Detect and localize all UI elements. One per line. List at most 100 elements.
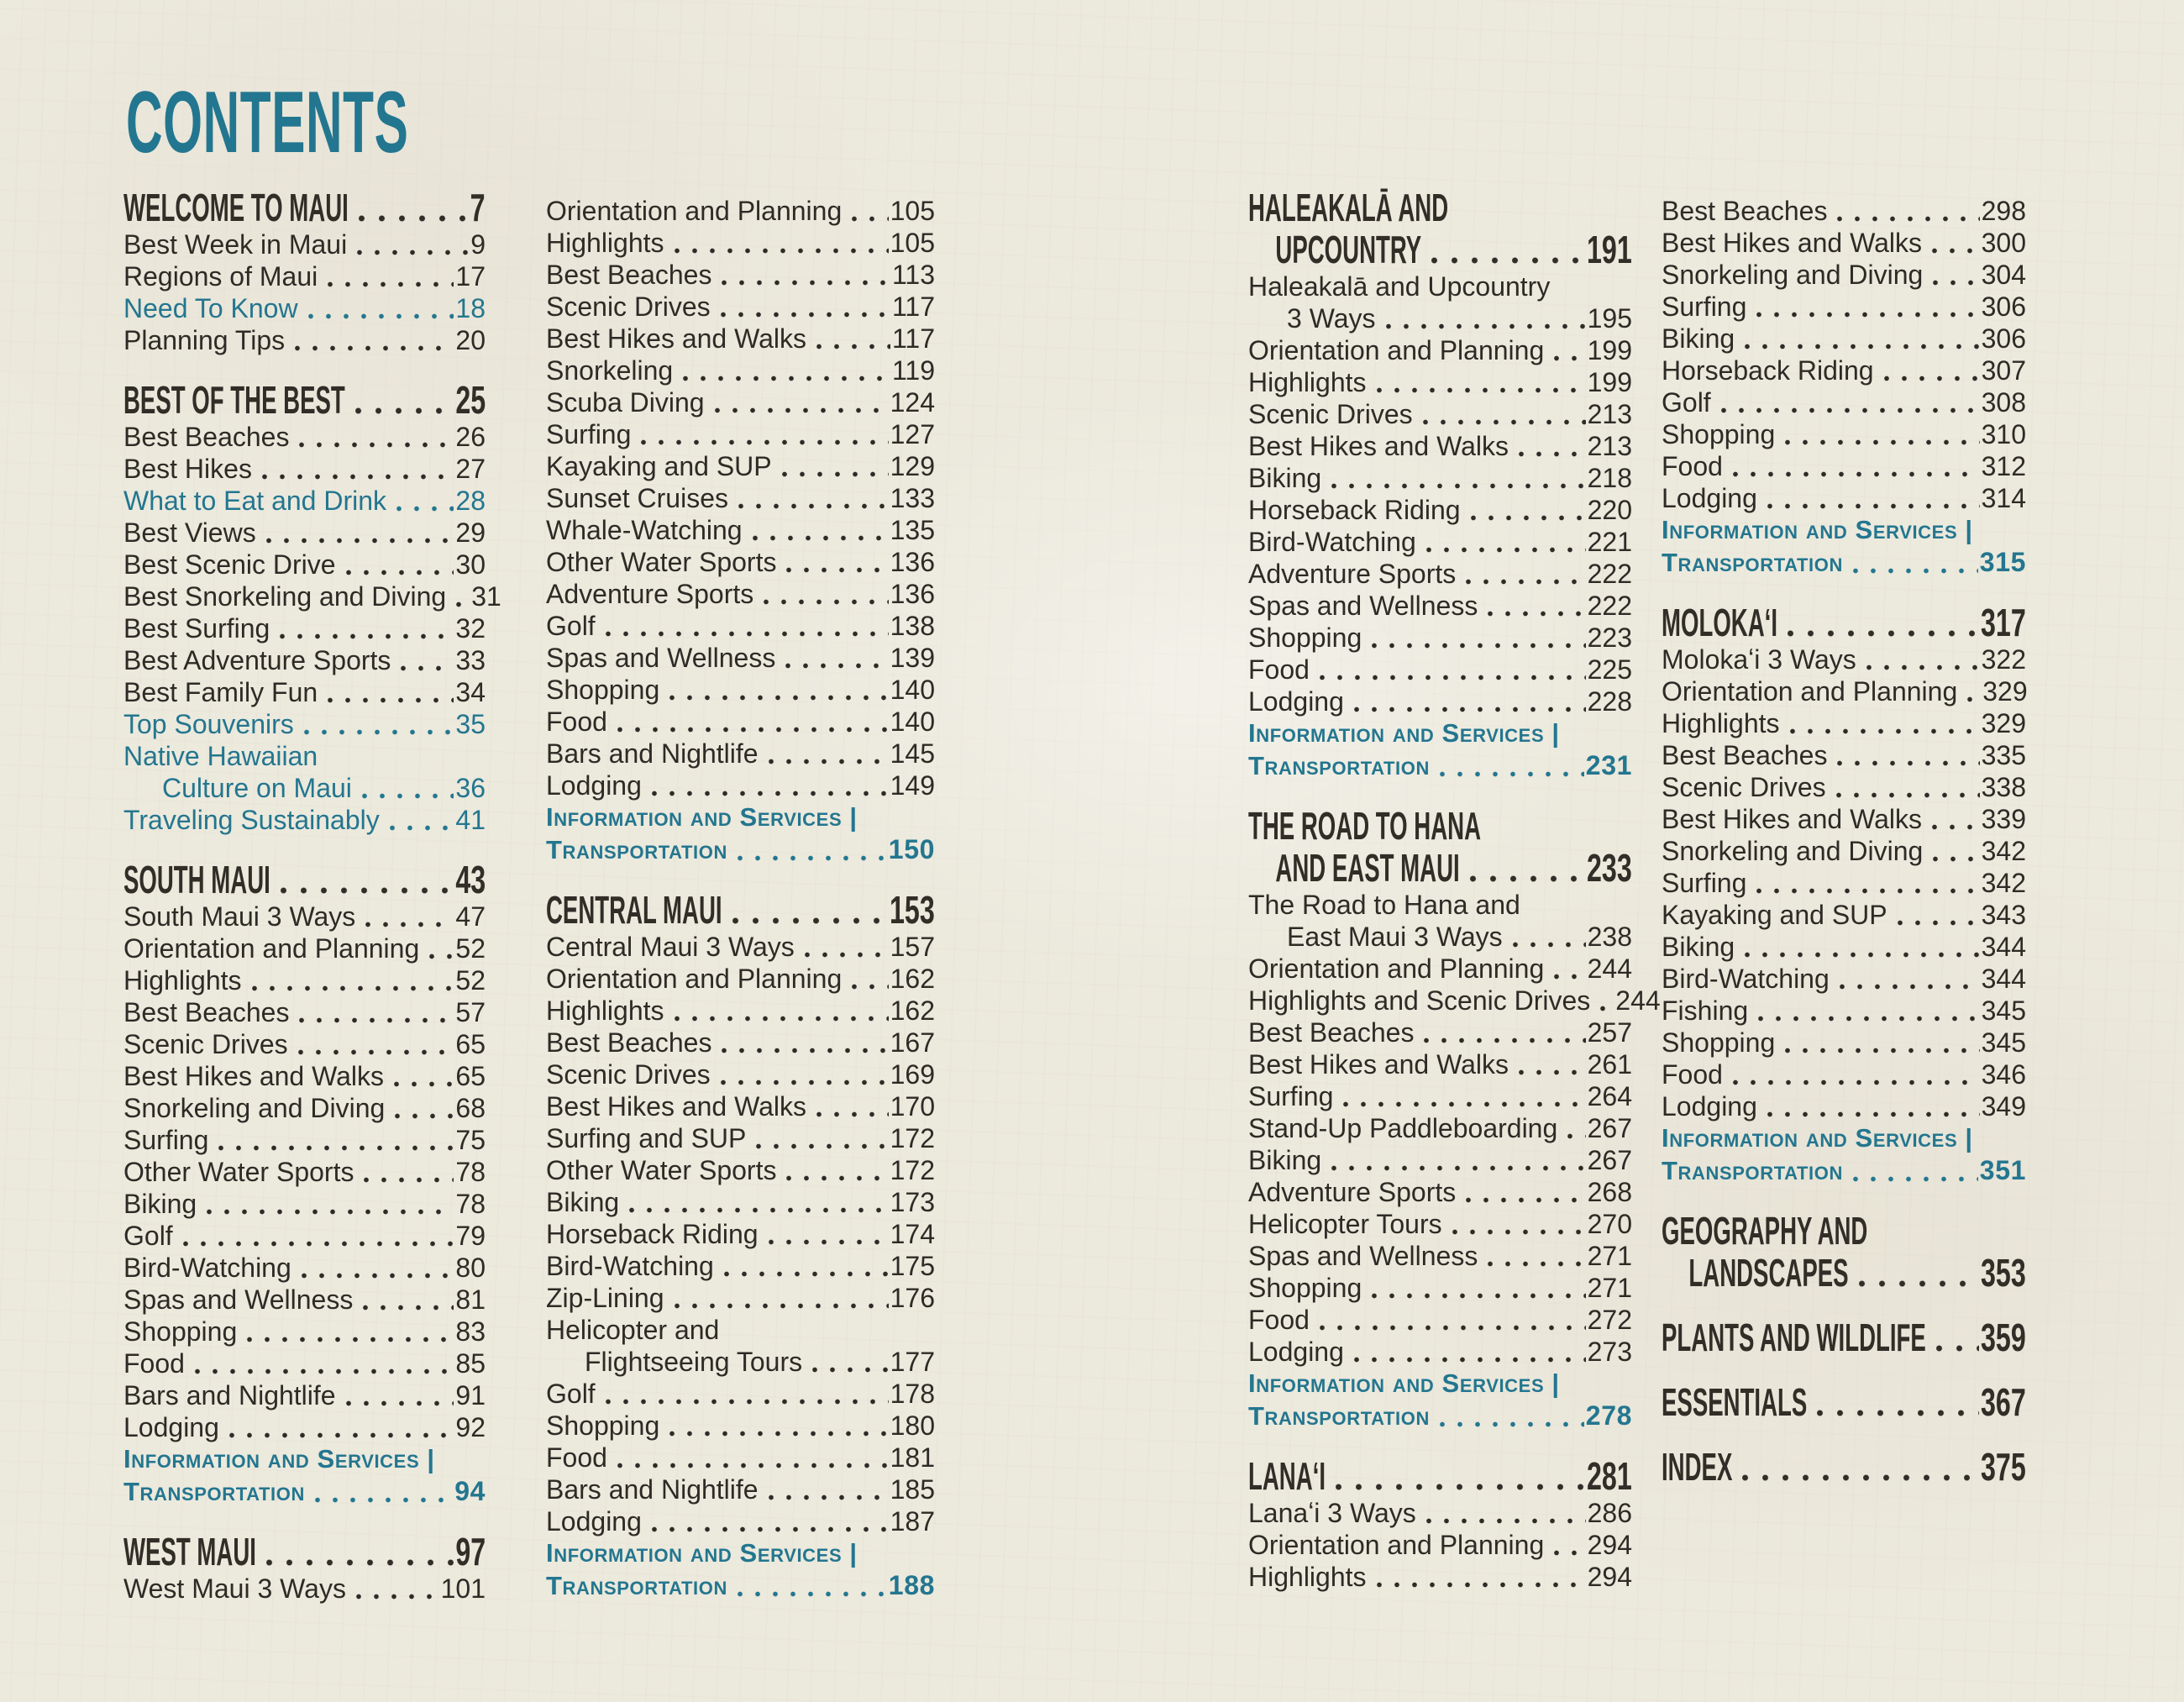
entry-page-number: 304 xyxy=(1981,260,2026,290)
entry-page-number: 139 xyxy=(890,643,935,673)
dot-leader xyxy=(328,697,454,703)
entry-label: Golf xyxy=(546,1379,596,1409)
entry-label: Scenic Drives xyxy=(546,292,711,322)
toc-entry: Orientation and Planning 105 xyxy=(546,195,935,227)
entry-label: Best Hikes and Walks xyxy=(1662,228,1923,258)
entry-label: Food xyxy=(546,1442,607,1473)
toc-entry: Lodging 314 xyxy=(1662,482,2026,514)
entry-label: Best Hikes and Walks xyxy=(546,1091,807,1122)
entry-page-number: 294 xyxy=(1587,1562,1632,1592)
dot-leader xyxy=(361,793,454,799)
toc-entry: Kayaking and SUP 129 xyxy=(546,450,935,482)
entry-label: Kayaking and SUP xyxy=(546,451,772,481)
toc-entry-line: The Road to Hana and xyxy=(1248,889,1632,921)
toc-entry-line: Native Hawaiian xyxy=(123,740,486,772)
entry-label: Orientation and Planning xyxy=(123,933,420,964)
toc-entry: Orientation and Planning 244 xyxy=(1248,953,1632,985)
entry-page-number: 298 xyxy=(1981,196,2026,226)
dot-leader xyxy=(768,1239,889,1245)
dot-leader xyxy=(1488,611,1586,617)
entry-label: Snorkeling and Diving xyxy=(1662,836,1924,866)
dot-leader xyxy=(651,1526,889,1532)
dot-leader xyxy=(1376,387,1586,393)
entry-label: Orientation and Planning xyxy=(546,964,843,994)
entry-page-number: 75 xyxy=(455,1125,486,1155)
toc-entry: Snorkeling 119 xyxy=(546,355,935,386)
entry-label: Snorkeling xyxy=(546,355,674,386)
toc-entry: Molokaʻi 3 Ways 322 xyxy=(1662,644,2026,675)
dot-leader xyxy=(1837,760,1980,766)
entry-label: Other Water Sports xyxy=(123,1157,354,1187)
entry-label: Traveling Sustainably xyxy=(123,805,380,835)
dot-leader xyxy=(738,503,889,509)
entry-label: Shopping xyxy=(1248,1273,1362,1303)
entry-page-number: 18 xyxy=(455,293,486,323)
entry-page-number: 136 xyxy=(890,547,935,577)
entry-page-number: 85 xyxy=(455,1348,486,1379)
entry-label: Orientation and Planning xyxy=(1248,953,1545,984)
toc-entry: Best Beaches 167 xyxy=(546,1027,935,1058)
entry-label: Biking xyxy=(1662,323,1735,354)
toc-entry: Shopping 83 xyxy=(123,1316,486,1347)
entry-label: Spas and Wellness xyxy=(1248,591,1478,621)
dot-leader xyxy=(354,407,454,414)
entry-label: Native Hawaiian xyxy=(123,741,318,771)
entry-page-number: 157 xyxy=(890,932,935,962)
entry-label: Horseback Riding xyxy=(546,1219,759,1249)
section-title: LANDSCAPES xyxy=(1688,1251,1849,1295)
section-page-number: 97 xyxy=(455,1530,486,1573)
section-geography-and: GEOGRAPHY AND LANDSCAPES 353 xyxy=(1662,1210,2026,1294)
toc-entry: Shopping 140 xyxy=(546,674,935,706)
entry-label: Transportation xyxy=(1662,1156,1843,1185)
entry-label: Information and Services | xyxy=(1248,718,1560,748)
dot-leader xyxy=(617,727,889,733)
toc-entry: Food 312 xyxy=(1662,450,2026,482)
toc-section-heading: CENTRAL MAUI 153 xyxy=(546,889,935,931)
entry-label: Haleakalā and Upcountry xyxy=(1248,271,1551,302)
toc-entry: Biking 173 xyxy=(546,1186,935,1218)
entry-label: Central Maui 3 Ways xyxy=(546,932,795,962)
entry-page-number: 105 xyxy=(890,228,935,258)
dot-leader xyxy=(280,887,454,894)
entry-label: Surfing and SUP xyxy=(546,1123,747,1153)
section-page-number: 43 xyxy=(455,858,486,901)
toc-entry: Golf 178 xyxy=(546,1378,935,1410)
entry-page-number: 312 xyxy=(1981,451,2026,481)
dot-leader xyxy=(1932,824,1980,830)
toc-section-heading: HALEAKALĀ AND xyxy=(1248,186,1632,229)
entry-page-number: 213 xyxy=(1587,399,1632,429)
dot-leader xyxy=(1439,1421,1584,1427)
toc-entry: East Maui 3 Ways 238 xyxy=(1248,921,1632,953)
entry-label: Need To Know xyxy=(123,293,298,323)
dot-leader xyxy=(1519,1069,1586,1075)
entry-label: Transportation xyxy=(123,1477,305,1506)
toc-entry: Bird-Watching 344 xyxy=(1662,963,2026,995)
toc-entry: Orientation and Planning 329 xyxy=(1662,675,2028,707)
entry-label: Best Adventure Sports xyxy=(123,645,391,675)
entry-page-number: 278 xyxy=(1585,1400,1632,1431)
entry-page-number: 149 xyxy=(890,770,935,801)
entry-label: Transportation xyxy=(1248,751,1430,780)
entry-page-number: 36 xyxy=(455,773,486,803)
dot-leader xyxy=(265,538,454,544)
dot-leader xyxy=(1452,1229,1586,1235)
entry-page-number: 52 xyxy=(455,965,486,995)
entry-page-number: 221 xyxy=(1587,527,1632,557)
entry-page-number: 83 xyxy=(455,1316,486,1347)
section-best-of-the-best: BEST OF THE BEST 25 Best Beaches 26 Best Hik… xyxy=(123,379,501,836)
dot-leader xyxy=(629,1207,889,1213)
toc-entry: Highlights 294 xyxy=(1248,1561,1632,1593)
dot-leader xyxy=(1789,728,1980,734)
entry-label: West Maui 3 Ways xyxy=(123,1573,346,1604)
entry-label: Bird-Watching xyxy=(1248,527,1416,557)
entry-page-number: 27 xyxy=(455,454,486,484)
toc-entry: Regions of Maui 17 xyxy=(123,260,486,292)
section-south-maui: SOUTH MAUI 43 South Maui 3 Ways 47 Orientati… xyxy=(123,859,486,1508)
entry-page-number: 92 xyxy=(455,1412,486,1442)
dot-leader xyxy=(674,248,889,254)
toc-entry: Best Hikes and Walks 339 xyxy=(1662,803,2026,835)
dot-leader xyxy=(1343,1101,1586,1107)
dot-leader xyxy=(1742,1474,1980,1481)
dot-leader xyxy=(307,313,454,319)
